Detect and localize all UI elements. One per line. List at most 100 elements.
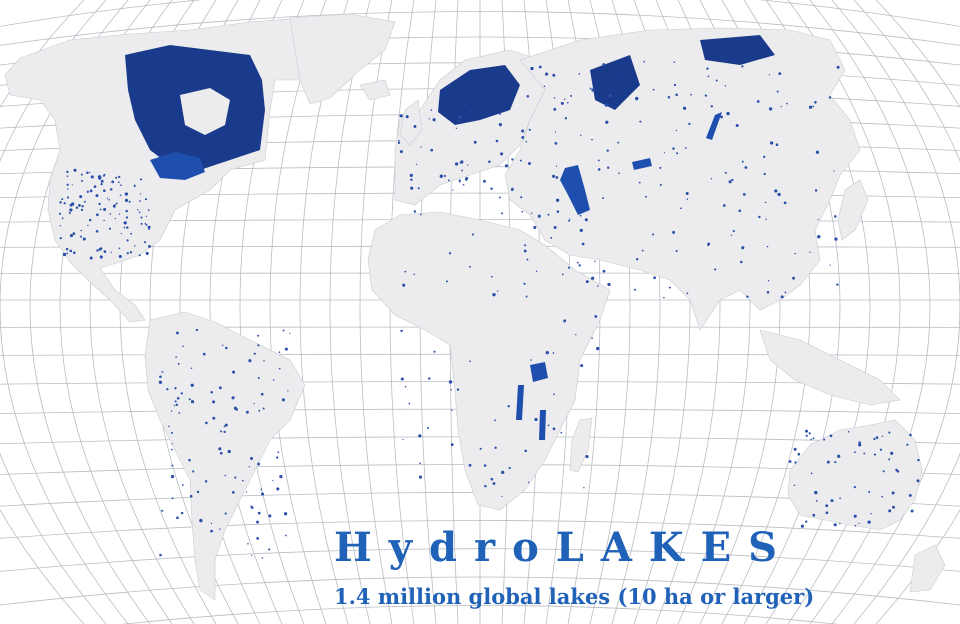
lake-speck [170,410,173,412]
lake-speck [495,139,499,143]
lake-speck [138,211,141,214]
lake-speck [744,166,748,169]
lake-speck [825,511,829,515]
lake-speck [566,101,569,104]
lake-speck [552,174,556,178]
lake-speck [195,328,198,332]
lake-speck [555,165,558,167]
lake-speck [742,193,746,196]
lake-speck [710,177,713,180]
lake-speck [99,208,102,211]
lake-speck [129,251,133,254]
lake-speck [79,204,81,206]
lake-speck [847,430,850,433]
lake-speck [174,387,177,390]
lake-speck [190,367,193,370]
lake-speck [706,67,709,70]
lake-speck [192,470,195,473]
lake-speck [528,162,531,165]
lake-speck [741,246,745,250]
lake-speck [552,73,556,77]
lake-speck [120,232,122,235]
lake-speck [556,210,560,213]
lake-speck [256,520,259,524]
lake-speck [715,79,718,82]
lake-speck [460,160,464,164]
lake-speck [190,400,195,404]
lake-speck [794,252,796,255]
lake-speck [879,448,883,451]
lake-speck [145,251,149,255]
lake-speck [262,407,265,410]
lake-speck [159,375,162,379]
lake-speck [707,75,710,78]
lake-speck [769,141,774,145]
lake-speck [758,215,761,219]
lake-speck [145,223,148,226]
lake-speck [494,419,496,422]
lake-speck [210,391,213,394]
lake-speck [171,443,173,445]
lake-speck [98,202,101,206]
lake-speck [89,256,93,260]
lake-speck [530,66,534,71]
lake-speck [641,249,644,252]
lake-speck [426,427,429,429]
lake-speck [763,155,766,159]
lake-speck [508,466,511,470]
lake-speck [456,388,460,391]
lake-speck [248,359,252,363]
lake-speck [738,209,742,213]
land-japan [837,179,869,241]
lake-speck [72,232,76,235]
lake-speck [225,346,228,350]
lake-speck [241,479,244,482]
lake-speck [607,166,610,169]
lake-speck [133,185,136,188]
lake-speck [224,512,227,515]
lake-speck [686,198,689,200]
lake-speck [147,209,150,211]
lake-speck [428,118,430,120]
lake-speck [720,115,723,119]
lake-speck [730,234,733,237]
lake-speck [276,456,279,459]
lake-speck [545,351,549,355]
lake-speck [103,219,105,222]
lake-speck [126,226,129,229]
lake-speck [635,96,639,101]
lake-speck [633,288,637,291]
lake-speck [891,491,895,495]
lake-speck [73,168,77,172]
lakes-scandinavia [438,65,520,125]
lake-speck [608,94,613,98]
land-new-zealand [909,544,946,593]
lake-speck [644,195,647,198]
lake-speck [233,396,235,398]
lake-speck [61,217,64,220]
lake-speck [858,443,862,447]
lake-speck [285,534,287,537]
lake-speck [814,189,818,192]
lake-speck [812,513,816,517]
lake-speck [59,225,62,227]
lake-speck [775,143,779,146]
lake-speck [118,254,122,259]
lake-speck [602,269,606,273]
lake-speck [714,268,717,271]
lake-speck [420,213,422,216]
lake-speck [69,208,73,212]
lake-speck [410,186,414,190]
lake-speck [873,437,876,441]
lake-speck [492,293,496,297]
lake-speck [560,101,564,105]
lake-speck [257,462,261,466]
lake-speck [258,409,261,412]
lake-speck [210,522,213,525]
lake-speck [430,148,434,152]
lake-speck [740,260,743,264]
lake-speck [788,460,792,463]
lake-speck [839,522,841,525]
lake-speck [564,117,568,120]
lake-speck [268,548,271,551]
